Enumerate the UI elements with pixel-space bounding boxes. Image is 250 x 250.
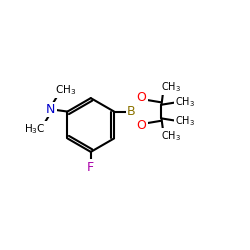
Text: CH$_3$: CH$_3$	[175, 114, 195, 128]
Text: CH$_3$: CH$_3$	[161, 129, 181, 143]
Text: CH$_3$: CH$_3$	[175, 95, 195, 109]
Text: B: B	[127, 105, 136, 118]
Text: O: O	[136, 119, 146, 132]
Text: H$_3$C: H$_3$C	[24, 122, 46, 136]
Text: O: O	[136, 91, 146, 104]
Text: F: F	[87, 160, 94, 173]
Text: CH$_3$: CH$_3$	[161, 80, 181, 94]
Text: CH$_3$: CH$_3$	[55, 84, 76, 98]
Text: N: N	[46, 103, 56, 116]
